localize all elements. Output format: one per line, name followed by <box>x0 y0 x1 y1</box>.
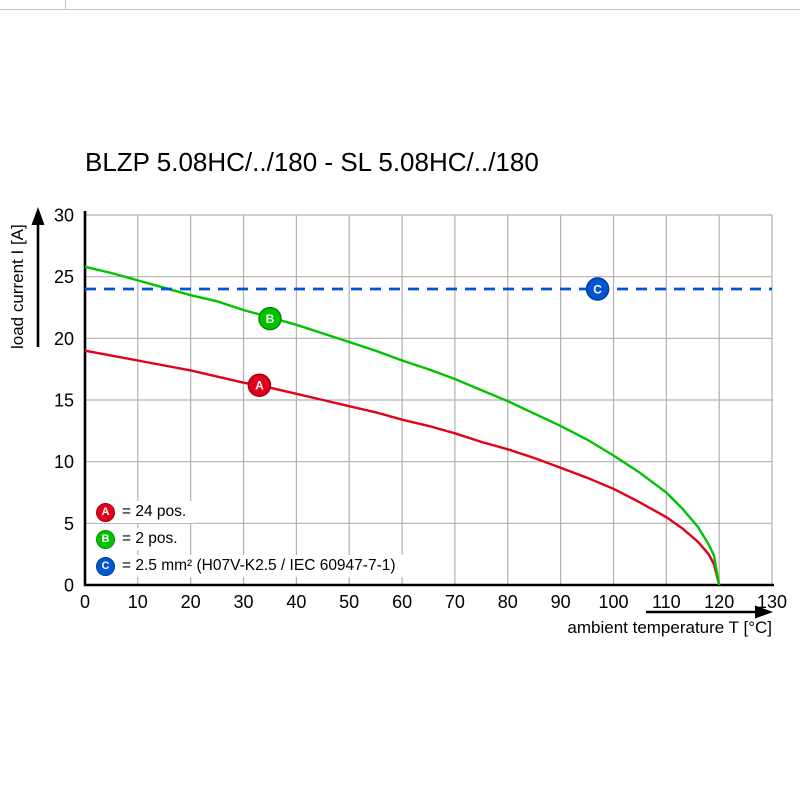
x-axis-label: ambient temperature T [°C] <box>567 618 772 637</box>
marker-C-letter: C <box>593 283 602 297</box>
y-tick-label: 15 <box>54 391 74 411</box>
marker-B-letter: B <box>266 312 275 326</box>
curve-A <box>84 349 721 586</box>
x-tick-label: 120 <box>704 592 734 612</box>
marker-B <box>258 306 282 331</box>
x-tick-label: 110 <box>652 592 681 612</box>
legend-item-a: A = 24 pos. <box>96 501 196 523</box>
frame-tick-line <box>65 0 66 9</box>
frame-top-line <box>0 9 800 10</box>
x-tick-label: 20 <box>181 592 201 612</box>
marker-A-letter: A <box>255 379 264 393</box>
y-tick-label: 20 <box>54 329 74 349</box>
series-c-badge: C <box>96 556 115 576</box>
x-tick-label: 50 <box>339 592 359 612</box>
y-tick-label: 0 <box>64 576 74 596</box>
legend-item-c: C = 2.5 mm² (H07V-K2.5 / IEC 60947-7-1) <box>96 555 405 577</box>
series-b-badge: B <box>96 529 115 549</box>
y-tick-label: 30 <box>54 206 74 226</box>
x-tick-label: 60 <box>392 592 412 612</box>
x-tick-label: 40 <box>286 592 306 612</box>
legend-label-b: = 2 pos. <box>122 530 178 547</box>
legend-label-a: = 24 pos. <box>122 503 187 520</box>
y-tick-label: 10 <box>54 452 74 472</box>
marker-A <box>247 373 272 397</box>
chart-title: BLZP 5.08HC/../180 - SL 5.08HC/../180 <box>85 147 539 177</box>
legend: A = 24 pos. B = 2 pos. C = 2.5 mm² (H07V… <box>96 501 405 582</box>
x-tick-label: 0 <box>80 592 90 612</box>
x-tick-label: 130 <box>757 592 787 612</box>
x-tick-label: 90 <box>551 592 571 612</box>
legend-label-c: = 2.5 mm² (H07V-K2.5 / IEC 60947-7-1) <box>122 557 396 574</box>
curve-B <box>84 265 721 586</box>
y-tick-label: 5 <box>64 514 74 534</box>
x-tick-label: 80 <box>498 592 518 612</box>
y-axis-arrowhead <box>31 207 45 225</box>
legend-item-b: B = 2 pos. <box>96 528 187 550</box>
y-axis-label: load current I [A] <box>8 224 27 349</box>
x-tick-label: 10 <box>128 592 148 612</box>
x-axis-arrowhead <box>755 605 773 619</box>
x-tick-label: 100 <box>598 592 628 612</box>
x-tick-label: 30 <box>233 592 253 612</box>
series-a-badge: A <box>96 502 115 522</box>
x-tick-label: 70 <box>445 592 465 612</box>
y-tick-label: 25 <box>54 267 74 287</box>
marker-C <box>585 277 610 301</box>
